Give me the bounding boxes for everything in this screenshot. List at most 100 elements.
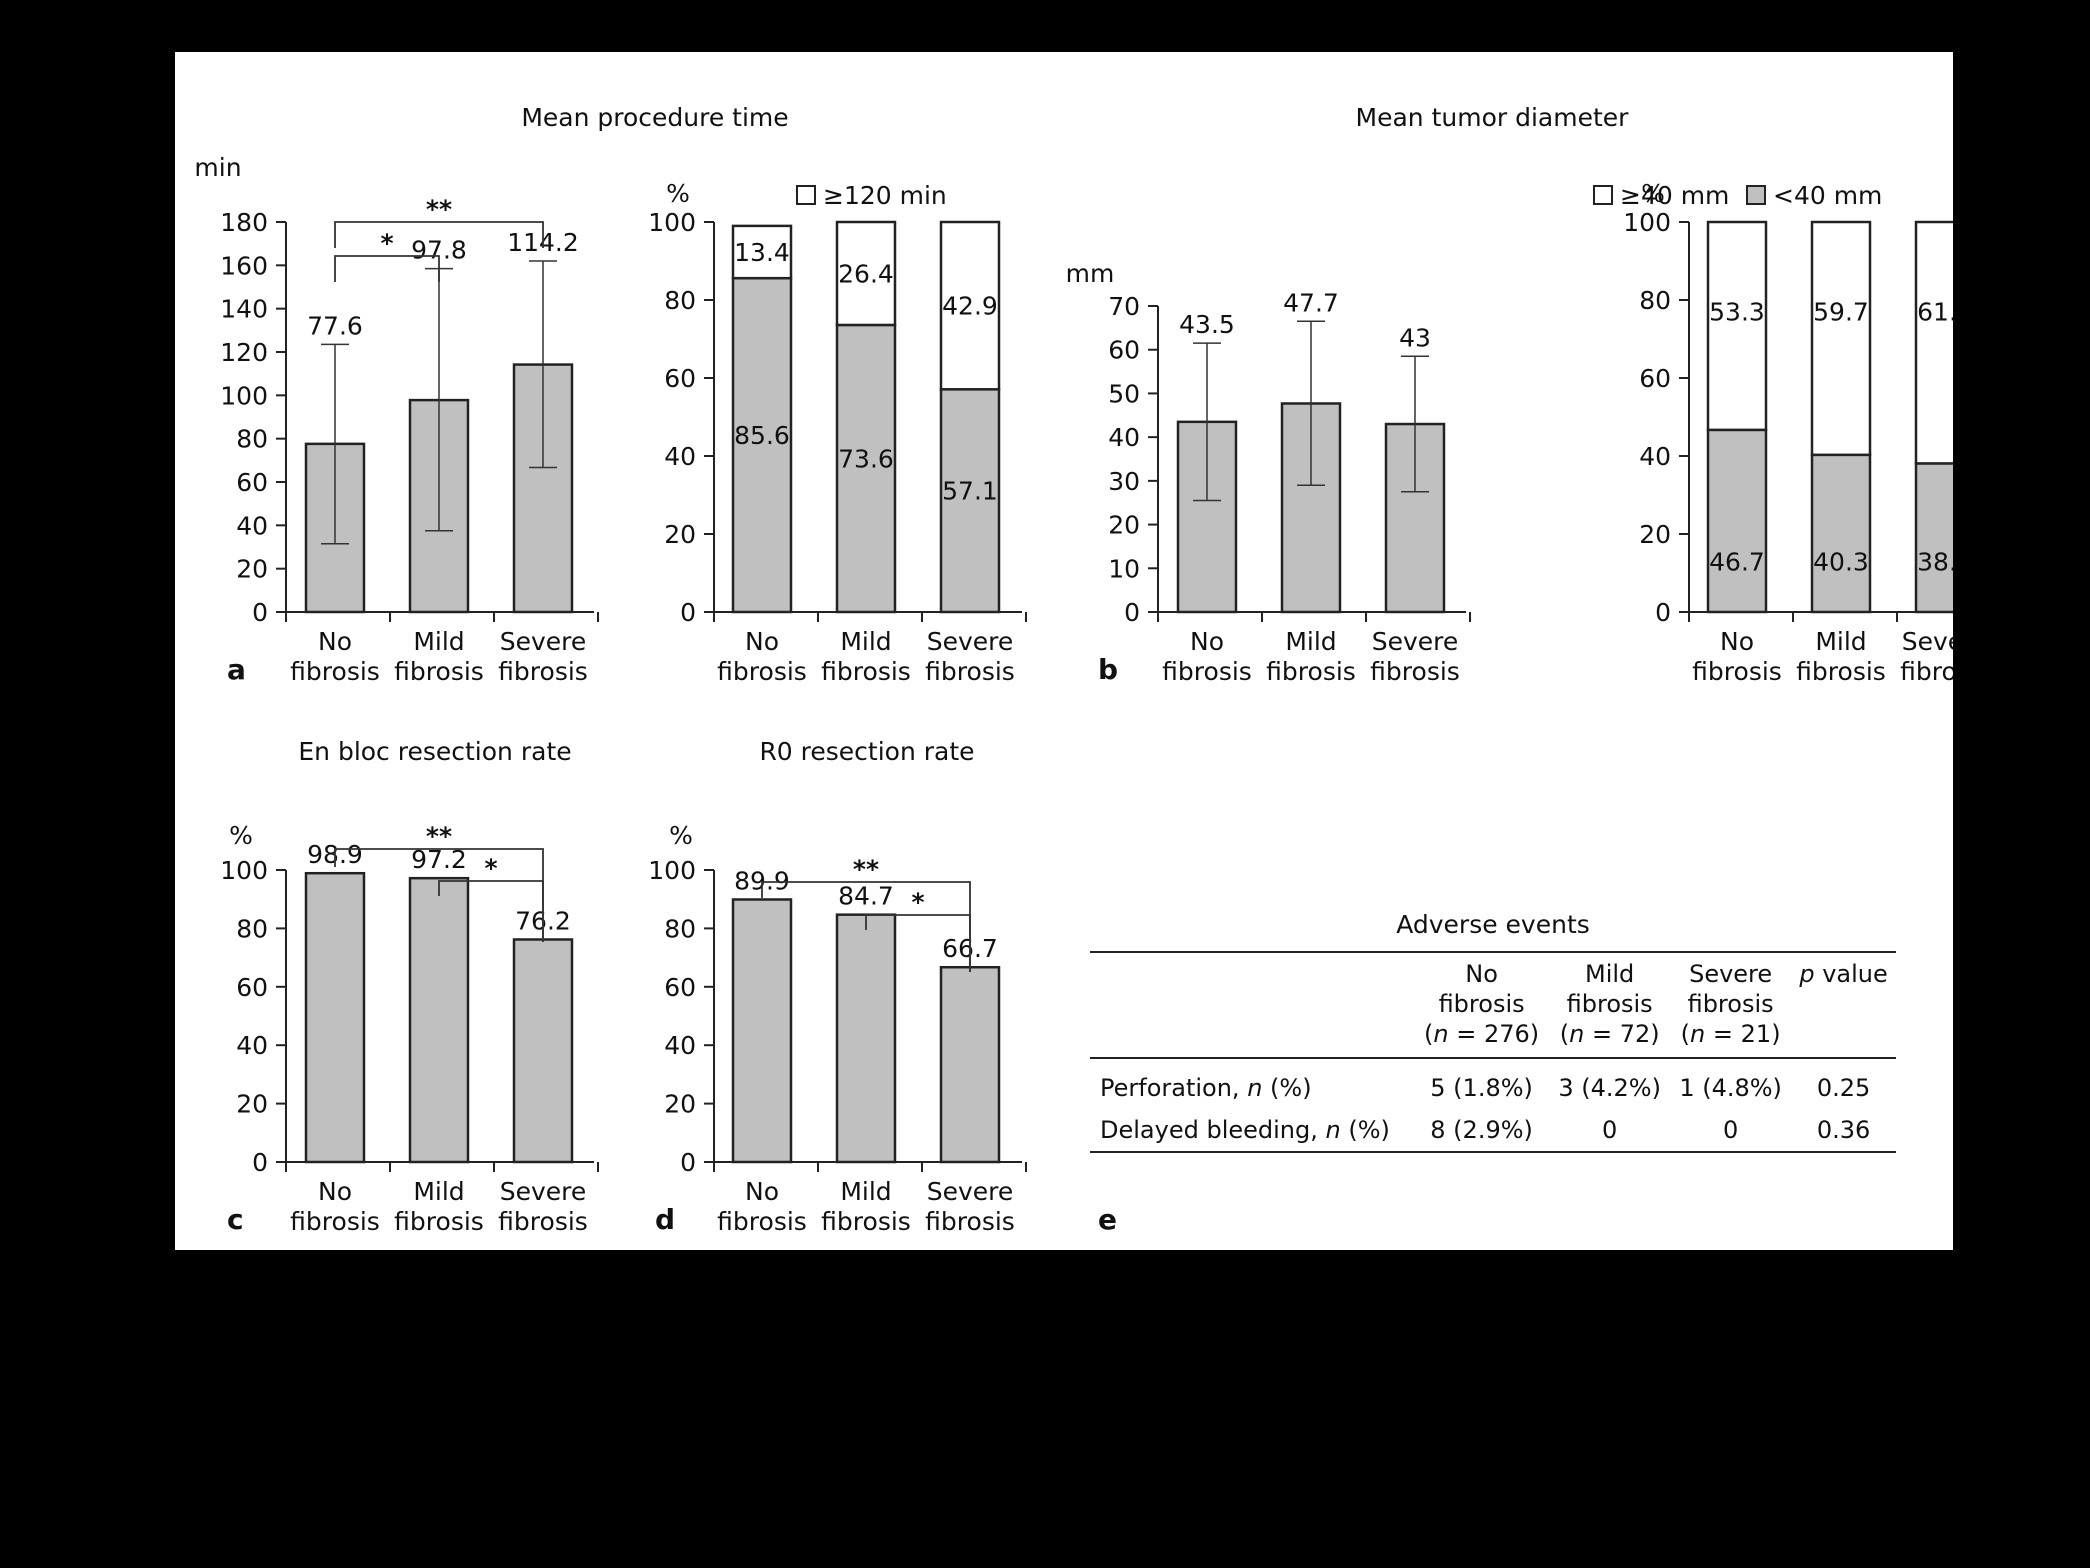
panel-label: e — [1098, 1203, 1117, 1236]
significance-bracket — [438, 880, 544, 939]
y-tick-label: 0 — [680, 598, 696, 627]
panel-label: d — [655, 1203, 675, 1236]
x-tick-label: Mild — [413, 627, 464, 656]
figure-svg: Mean procedure time020406080100120140160… — [194, 103, 1953, 1236]
y-axis-label: % — [669, 821, 693, 850]
significance-label: * — [484, 854, 497, 883]
x-tick-label: Severe — [500, 627, 587, 656]
header-p-value: p value — [1799, 960, 1888, 988]
stacked-bar-upper — [1706, 220, 1768, 432]
x-tick-label: fibrosis — [498, 657, 588, 686]
x-tick-label: fibrosis — [821, 1207, 911, 1236]
data-label: 53.3 — [1709, 298, 1765, 327]
x-tick-label: Mild — [413, 1177, 464, 1206]
y-tick-label: 120 — [220, 338, 268, 367]
figure-canvas: Mean procedure time 0 20 40 60 80 100 120 140 160… — [175, 52, 1953, 1250]
x-tick-label: fibrosis — [394, 1207, 484, 1236]
bar — [512, 938, 574, 1164]
y-tick-label: 40 — [1108, 423, 1140, 452]
data-label: 61.9 — [1917, 298, 1953, 327]
data-label: 97.2 — [411, 845, 467, 874]
x-tick-label: fibrosis — [925, 657, 1015, 686]
y-tick-label: 60 — [1108, 336, 1140, 365]
legend-swatch — [1746, 185, 1766, 205]
x-tick-label: No — [1720, 627, 1754, 656]
chart-title: Mean procedure time — [521, 103, 788, 132]
data-label: 47.7 — [1283, 288, 1339, 317]
table-cell: 8 (2.9%) — [1430, 1116, 1533, 1144]
data-label: 42.9 — [942, 292, 998, 321]
y-tick-label: 80 — [236, 425, 268, 454]
y-tick-label: 180 — [220, 208, 268, 237]
data-label: 85.6 — [734, 421, 790, 450]
y-tick-label: 20 — [236, 555, 268, 584]
data-label: 40.3 — [1813, 547, 1869, 576]
y-tick-label: 10 — [1108, 554, 1140, 583]
y-axis-label: % — [1641, 179, 1665, 208]
data-label: 38.1 — [1917, 547, 1953, 576]
data-label: 26.4 — [838, 259, 894, 288]
y-tick-label: 0 — [252, 598, 268, 627]
y-tick-label: 20 — [236, 1090, 268, 1119]
x-tick-label: fibrosis — [1370, 657, 1460, 686]
stacked-bar-upper — [939, 220, 1001, 391]
stacked-bar-upper — [1914, 220, 1953, 465]
x-tick-label: fibrosis — [498, 1207, 588, 1236]
adverse-events-grid: No fibrosis (n = 276) Mild fibrosis (n =… — [1090, 951, 1896, 1153]
chart-b1: Mean tumor diameter010203040506070mmNofi… — [1066, 103, 1630, 686]
bar — [731, 898, 793, 1164]
x-tick-label: Mild — [840, 1177, 891, 1206]
stacked-bar-upper — [1810, 220, 1872, 457]
y-axis-label: % — [229, 821, 253, 850]
bar — [304, 871, 366, 1164]
panel-label: c — [227, 1203, 244, 1236]
table-row: Perforation, n (%) 5 (1.8%) 3 (4.2%) 1 (… — [1090, 1058, 1896, 1109]
chart-title: R0 resection rate — [759, 737, 974, 766]
chart-title: Mean tumor diameter — [1356, 103, 1630, 132]
data-label: 57.1 — [942, 477, 998, 506]
legend-swatch — [796, 185, 816, 205]
table-title: Adverse events — [1396, 910, 1590, 939]
significance-bracket — [334, 221, 544, 248]
y-tick-label: 100 — [1623, 208, 1671, 237]
x-tick-label: Mild — [1815, 627, 1866, 656]
legend-label: <40 mm — [1773, 181, 1882, 210]
chart-d: R0 resection rate020406080100%Nofibrosis… — [648, 737, 1027, 1236]
x-tick-label: fibrosis — [1900, 657, 1953, 686]
bar — [835, 913, 897, 1164]
x-tick-label: fibrosis — [925, 1207, 1015, 1236]
y-tick-label: 60 — [236, 973, 268, 1002]
x-tick-label: fibrosis — [1266, 657, 1356, 686]
y-tick-label: 60 — [236, 468, 268, 497]
x-tick-label: fibrosis — [290, 657, 380, 686]
row-label: Perforation, n (%) — [1100, 1074, 1312, 1102]
y-tick-label: 40 — [1639, 442, 1671, 471]
y-tick-label: 20 — [664, 1090, 696, 1119]
y-tick-label: 60 — [1639, 364, 1671, 393]
data-label: 59.7 — [1813, 298, 1869, 327]
y-tick-label: 40 — [664, 1031, 696, 1060]
y-axis-label: min — [194, 153, 241, 182]
significance-label: * — [380, 229, 393, 258]
bar — [408, 876, 470, 1164]
y-tick-label: 0 — [1655, 598, 1671, 627]
y-tick-label: 20 — [1639, 520, 1671, 549]
y-tick-label: 0 — [1124, 598, 1140, 627]
y-tick-label: 100 — [648, 856, 696, 885]
bar — [939, 965, 1001, 1164]
header-no-fibrosis: No fibrosis (n = 276) — [1424, 960, 1540, 1048]
x-tick-label: No — [745, 627, 779, 656]
table-cell: 0 — [1722, 1116, 1739, 1144]
stacked-bar-lower — [1706, 428, 1768, 614]
significance-label: ** — [853, 855, 879, 884]
y-tick-label: 60 — [664, 973, 696, 1002]
stacked-bar-upper — [731, 224, 793, 280]
chart-a2: 020406080100%NofibrosisMildfibrosisSever… — [648, 179, 1027, 686]
data-label: 46.7 — [1709, 547, 1765, 576]
significance-bracket — [865, 914, 971, 972]
data-label: 13.4 — [734, 238, 790, 267]
x-tick-label: Severe — [500, 1177, 587, 1206]
adverse-events-table: Adverse events No fibrosis (n = 276) Mil… — [1090, 905, 1896, 1153]
x-tick-label: Severe — [927, 627, 1014, 656]
y-tick-label: 80 — [1639, 286, 1671, 315]
